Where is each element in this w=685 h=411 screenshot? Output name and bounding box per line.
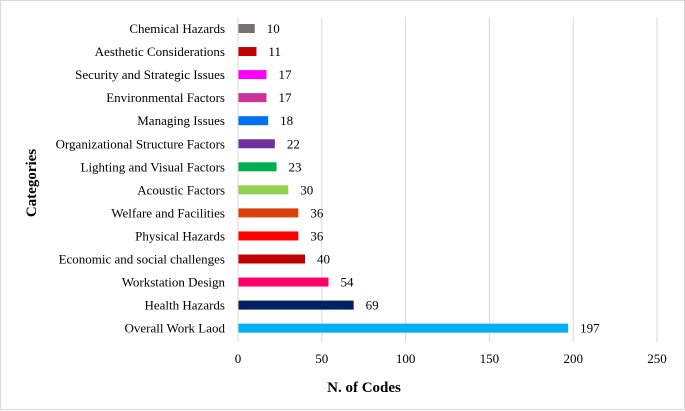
category-labels: Chemical Hazards Aesthetic Considerations… <box>56 21 226 336</box>
value-label: 11 <box>268 44 281 59</box>
x-tick-label: 50 <box>315 351 328 366</box>
value-label: 18 <box>280 113 293 128</box>
value-label: 17 <box>278 90 292 105</box>
category-label: Chemical Hazards <box>129 21 225 36</box>
bar <box>238 185 289 195</box>
bar <box>238 277 329 287</box>
bar <box>238 162 277 172</box>
x-axis-title: N. of Codes <box>327 380 401 396</box>
value-labels: 10 11 17 17 18 22 23 30 36 36 40 54 69 197 <box>267 21 600 336</box>
category-label: Health Hazards <box>145 298 226 313</box>
x-tick-label: 150 <box>480 351 500 366</box>
bar <box>238 208 299 218</box>
bar <box>238 93 267 103</box>
value-label: 40 <box>317 252 330 267</box>
category-label: Acoustic Factors <box>137 182 225 197</box>
value-label: 10 <box>267 21 280 36</box>
category-label: Economic and social challenges <box>59 252 225 267</box>
value-label: 54 <box>341 275 355 290</box>
value-label: 36 <box>310 228 324 243</box>
x-tick-label: 100 <box>396 351 416 366</box>
bar <box>238 47 257 57</box>
bar <box>238 300 354 310</box>
bar <box>238 139 275 149</box>
category-label: Workstation Design <box>122 275 226 290</box>
value-label: 36 <box>310 205 324 220</box>
value-label: 197 <box>580 321 600 336</box>
bar <box>238 116 269 126</box>
category-label: Welfare and Facilities <box>111 205 225 220</box>
x-tick-label: 200 <box>563 351 583 366</box>
bar <box>238 24 255 33</box>
bar <box>238 323 569 333</box>
y-axis-title: Categories <box>24 149 40 217</box>
category-label: Lighting and Visual Factors <box>81 159 226 174</box>
category-label: Security and Strategic Issues <box>75 67 225 82</box>
value-label: 22 <box>287 136 300 151</box>
bars <box>238 24 569 333</box>
value-label: 17 <box>278 67 292 82</box>
value-label: 23 <box>289 159 302 174</box>
category-label: Managing Issues <box>137 113 225 128</box>
x-tick-label: 250 <box>647 351 667 366</box>
category-label: Physical Hazards <box>135 228 225 243</box>
value-label: 30 <box>300 182 313 197</box>
value-label: 69 <box>366 298 379 313</box>
x-tick-label: 0 <box>235 351 242 366</box>
x-tick-labels: 0 50 100 150 200 250 <box>235 351 667 366</box>
category-label: Overall Work Laod <box>124 321 225 336</box>
gridlines <box>321 17 658 342</box>
bar <box>238 70 267 80</box>
category-label: Aesthetic Considerations <box>95 44 225 59</box>
category-label: Environmental Factors <box>106 90 225 105</box>
bar <box>238 231 299 241</box>
category-label: Organizational Structure Factors <box>56 136 225 151</box>
bar <box>238 254 306 264</box>
